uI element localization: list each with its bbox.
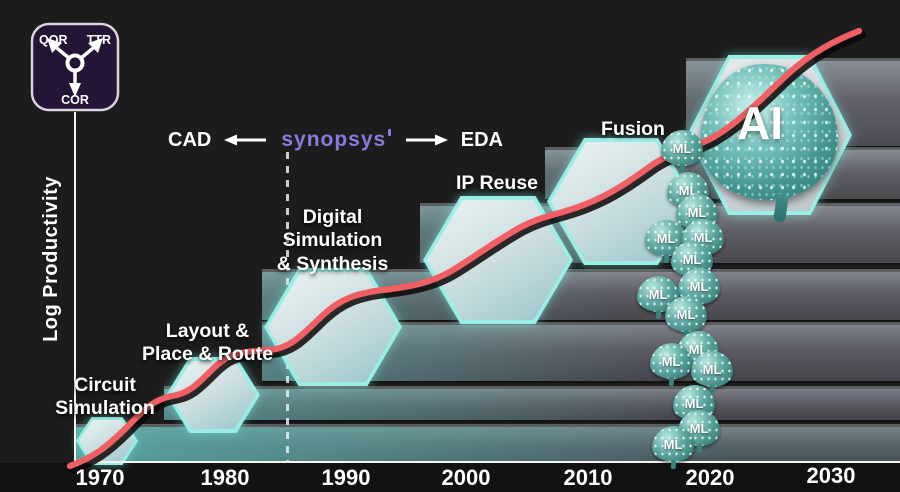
ml-chip-label: ML — [689, 278, 709, 294]
x-tick-1970: 1970 — [75, 465, 125, 490]
ml-chip-label: ML — [648, 286, 668, 302]
ml-chip-label: ML — [684, 395, 704, 411]
milestone-line: Place & Route — [141, 343, 274, 366]
ml-chip-icon: ML — [665, 296, 707, 332]
x-tick-2000: 2000 — [441, 465, 491, 490]
milestone-line: IP Reuse — [455, 172, 539, 194]
header-row: CAD synopsys EDA — [168, 126, 503, 154]
milestone-ip-reuse: IP Reuse — [432, 172, 562, 195]
y-axis-label-text: Log Productivity — [40, 176, 62, 342]
milestone-line: Simulation — [55, 397, 155, 420]
milestone-line: Layout & — [165, 320, 250, 342]
ml-chip-label: ML — [661, 353, 681, 369]
x-tick-2020: 2020 — [685, 465, 735, 490]
synopsys-wordmark: synopsys — [281, 128, 387, 151]
x-tick-1980: 1980 — [200, 465, 250, 490]
x-tick-2030: 2030 — [806, 463, 856, 488]
ml-chip-label: ML — [656, 230, 676, 246]
hexagon-circuit-simulation — [76, 417, 138, 465]
ttr-label: TTR — [87, 33, 111, 47]
x-tick-1990: 1990 — [321, 465, 371, 490]
cor-label: COR — [61, 93, 89, 107]
ml-chip-icon: ML — [650, 343, 692, 379]
synopsys-logo: synopsys — [281, 128, 391, 152]
milestone-line: & Synthesis — [276, 252, 389, 275]
milestone-circuit-simulation: Circuit Simulation — [40, 374, 170, 421]
qor-ttr-cor-icon: QOR TTR COR — [30, 22, 120, 112]
milestone-line: Circuit — [74, 374, 136, 396]
milestone-line: Simulation — [282, 229, 383, 252]
left-arrow-icon — [224, 134, 267, 146]
ml-chip-label: ML — [702, 361, 722, 377]
background-band — [164, 386, 900, 422]
ml-chip-label: ML — [676, 306, 696, 322]
milestone-ai: AI — [710, 96, 810, 150]
milestone-fusion: Fusion — [578, 118, 688, 141]
right-arrow-icon — [405, 134, 448, 146]
x-axis-line — [73, 460, 900, 463]
x-tick-2010: 2010 — [563, 465, 613, 490]
milestone-layout-place-route: Layout & Place & Route — [120, 320, 295, 367]
ml-chip-label: ML — [682, 251, 702, 267]
y-axis-label: Log Productivity — [40, 159, 64, 359]
milestone-line: Digital — [302, 206, 363, 228]
hexagon-layout-place-route — [166, 357, 260, 433]
milestone-line: Fusion — [601, 118, 665, 140]
header-eda-label: EDA — [460, 128, 503, 151]
ml-chip-label: ML — [663, 436, 683, 452]
ml-chip-icon: ML — [652, 426, 694, 462]
ml-chip-label: ML — [687, 204, 707, 220]
ml-chip-icon: ML — [691, 351, 733, 387]
qor-label: QOR — [39, 33, 67, 47]
ml-chip-label: ML — [689, 420, 709, 436]
ml-chip-label: ML — [672, 140, 692, 156]
milestone-digital-simulation-synthesis: Digital Simulation & Synthesis — [250, 206, 415, 276]
trademark-tick — [388, 129, 391, 136]
header-cad-label: CAD — [168, 128, 212, 151]
milestone-line: AI — [737, 97, 783, 149]
arrow-up-left — [47, 38, 62, 53]
